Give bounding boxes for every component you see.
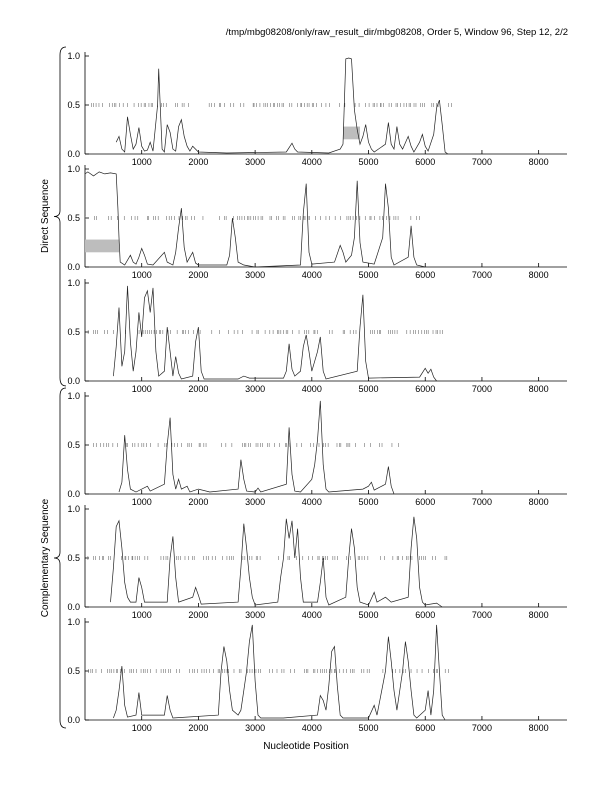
- x-tick-label: 4000: [302, 610, 322, 620]
- x-tick-label: 5000: [359, 157, 379, 167]
- y-tick-label: 0.5: [67, 666, 80, 676]
- x-tick-label: 1000: [132, 157, 152, 167]
- x-tick-label: 4000: [302, 157, 322, 167]
- x-tick-label: 2000: [188, 384, 208, 394]
- x-tick-label: 7000: [472, 270, 492, 280]
- x-tick-label: 5000: [359, 723, 379, 733]
- page-title: /tmp/mbg08208/only/raw_result_dir/mbg082…: [225, 27, 568, 38]
- y-tick-label: 0.0: [67, 715, 80, 725]
- x-tick-label: 7000: [472, 157, 492, 167]
- direct-sequence-brace: [53, 46, 67, 387]
- y-tick-label: 0.0: [67, 602, 80, 612]
- x-tick-label: 7000: [472, 384, 492, 394]
- series-line: [113, 285, 437, 382]
- y-tick-label: 0.5: [67, 327, 80, 337]
- x-axis-label: Nucleotide Position: [263, 741, 349, 752]
- series-line: [110, 516, 443, 608]
- series-line: [113, 624, 446, 721]
- y-tick-label: 1.0: [67, 51, 80, 61]
- x-tick-label: 8000: [529, 384, 549, 394]
- x-tick-label: 7000: [472, 497, 492, 507]
- y-tick-label: 1.0: [67, 504, 80, 514]
- x-tick-label: 1000: [132, 384, 152, 394]
- y-tick-label: 0.0: [67, 262, 80, 272]
- y-tick-label: 1.0: [67, 391, 80, 401]
- x-tick-label: 5000: [359, 610, 379, 620]
- x-tick-label: 1000: [132, 270, 152, 280]
- x-tick-label: 1000: [132, 610, 152, 620]
- x-tick-label: 4000: [302, 270, 322, 280]
- y-tick-label: 0.5: [67, 440, 80, 450]
- x-tick-label: 8000: [529, 497, 549, 507]
- y-tick-label: 0.0: [67, 489, 80, 499]
- y-tick-label: 0.5: [67, 213, 80, 223]
- x-tick-label: 8000: [529, 723, 549, 733]
- x-tick-label: 4000: [302, 497, 322, 507]
- x-tick-label: 3000: [245, 723, 265, 733]
- x-tick-label: 5000: [359, 384, 379, 394]
- x-tick-label: 7000: [472, 723, 492, 733]
- x-tick-label: 3000: [245, 270, 265, 280]
- y-tick-label: 0.5: [67, 553, 80, 563]
- x-tick-label: 5000: [359, 270, 379, 280]
- y-tick-label: 0.5: [67, 100, 80, 110]
- x-tick-label: 3000: [245, 497, 265, 507]
- y-tick-label: 1.0: [67, 278, 80, 288]
- y-tick-label: 0.0: [67, 149, 80, 159]
- x-tick-label: 6000: [415, 723, 435, 733]
- x-tick-label: 6000: [415, 610, 435, 620]
- direct-sequence-label: Direct Sequence: [40, 179, 51, 253]
- series-line: [84, 171, 426, 268]
- x-tick-label: 8000: [529, 157, 549, 167]
- x-tick-label: 7000: [472, 610, 492, 620]
- x-tick-label: 6000: [415, 270, 435, 280]
- series-line: [118, 400, 395, 495]
- x-tick-label: 1000: [132, 497, 152, 507]
- complementary-sequence-label: Complementary Sequence: [40, 498, 51, 617]
- x-tick-label: 3000: [245, 610, 265, 620]
- series-line: [115, 57, 449, 155]
- x-tick-label: 2000: [188, 497, 208, 507]
- highlight-box: [343, 126, 361, 140]
- x-tick-label: 2000: [188, 270, 208, 280]
- x-tick-label: 6000: [415, 157, 435, 167]
- x-tick-label: 1000: [132, 723, 152, 733]
- x-tick-label: 3000: [245, 157, 265, 167]
- x-tick-label: 5000: [359, 497, 379, 507]
- x-tick-label: 8000: [529, 270, 549, 280]
- complementary-sequence-brace: [53, 387, 67, 729]
- x-tick-label: 6000: [415, 497, 435, 507]
- x-tick-label: 2000: [188, 610, 208, 620]
- x-tick-label: 4000: [302, 723, 322, 733]
- y-tick-label: 0.0: [67, 376, 80, 386]
- x-tick-label: 4000: [302, 384, 322, 394]
- y-tick-label: 1.0: [67, 164, 80, 174]
- x-tick-label: 2000: [188, 157, 208, 167]
- x-tick-label: 8000: [529, 610, 549, 620]
- highlight-box: [85, 239, 120, 253]
- x-tick-label: 6000: [415, 384, 435, 394]
- y-tick-label: 1.0: [67, 617, 80, 627]
- x-tick-label: 2000: [188, 723, 208, 733]
- x-tick-label: 3000: [245, 384, 265, 394]
